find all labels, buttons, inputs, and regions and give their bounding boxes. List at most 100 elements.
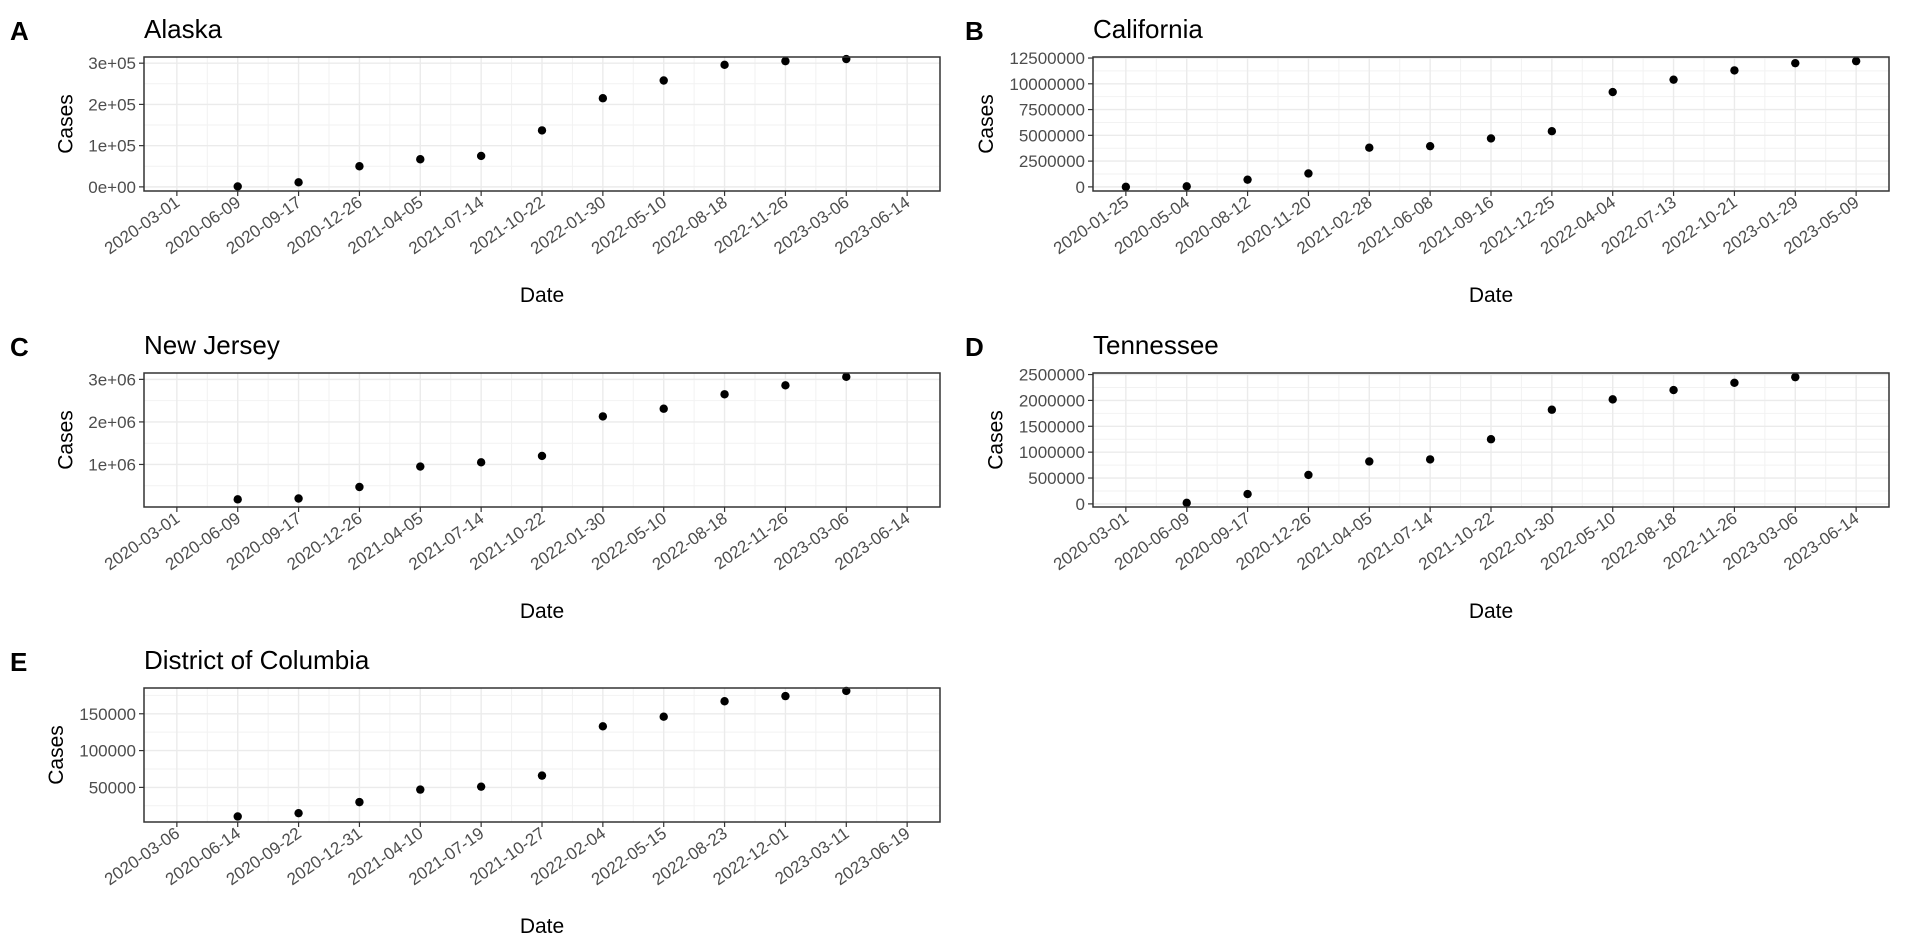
y-tick-label: 0	[1076, 495, 1085, 514]
data-point	[416, 462, 425, 471]
data-point	[1182, 182, 1191, 191]
data-point	[294, 494, 303, 503]
data-point	[233, 182, 242, 191]
panel-letter: A	[10, 16, 29, 46]
panel-letter: C	[10, 332, 29, 362]
y-tick-label: 150000	[79, 705, 136, 724]
data-point	[1547, 127, 1557, 136]
data-point	[720, 697, 729, 706]
data-point	[1425, 455, 1435, 464]
y-tick-label: 2500000	[1019, 366, 1085, 385]
panel-d: 050000010000001500000200000025000002020-…	[965, 330, 1890, 623]
data-point	[294, 178, 303, 187]
x-axis-label: Date	[1469, 284, 1513, 307]
y-tick-label: 2e+06	[88, 413, 136, 432]
plot-border	[143, 687, 941, 823]
y-axis-label: Cases	[975, 94, 998, 154]
data-point	[476, 151, 486, 161]
data-point	[1486, 134, 1496, 143]
data-point	[1547, 405, 1557, 414]
panel-title: Alaska	[144, 14, 223, 44]
y-tick-label: 2500000	[1019, 152, 1085, 171]
x-axis-label: Date	[520, 284, 564, 307]
y-axis-label: Cases	[55, 410, 78, 470]
panel-a: 0e+001e+052e+053e+052020-03-012020-06-09…	[10, 14, 941, 307]
data-point	[294, 808, 303, 818]
data-point	[476, 782, 486, 791]
data-point	[537, 126, 547, 135]
data-point	[1608, 395, 1617, 404]
data-point	[1791, 58, 1800, 68]
y-tick-label: 1000000	[1019, 443, 1085, 462]
data-point	[781, 56, 790, 66]
panel-letter: E	[10, 647, 27, 677]
data-point	[1304, 169, 1313, 178]
plot-border	[143, 56, 941, 192]
data-point	[842, 686, 851, 696]
y-tick-label: 0	[1076, 178, 1085, 197]
data-point	[781, 691, 790, 701]
panel-c: 1e+062e+063e+062020-03-012020-06-092020-…	[10, 330, 941, 623]
data-point	[1851, 56, 1861, 66]
data-point	[659, 712, 668, 721]
y-tick-label: 7500000	[1019, 101, 1085, 120]
plot-border	[143, 372, 941, 508]
data-point	[537, 771, 547, 780]
panel-b: 0250000050000007500000100000001250000020…	[965, 14, 1890, 307]
panel-e: 500001000001500002020-03-062020-06-14202…	[10, 645, 941, 938]
y-tick-label: 3e+06	[88, 370, 136, 389]
data-point	[842, 54, 851, 64]
data-point	[1730, 66, 1739, 75]
panel-letter: B	[965, 16, 984, 46]
data-point	[1182, 498, 1191, 508]
data-point	[1121, 182, 1131, 192]
data-point	[1669, 75, 1678, 84]
data-point	[598, 412, 608, 421]
data-point	[355, 797, 364, 807]
y-tick-label: 0e+00	[88, 178, 136, 197]
data-point	[416, 785, 425, 794]
y-tick-label: 1500000	[1019, 417, 1085, 436]
x-axis-label: Date	[520, 600, 564, 623]
y-tick-label: 2e+05	[88, 95, 136, 114]
y-tick-label: 3e+05	[88, 54, 136, 73]
panel-title: New Jersey	[144, 330, 280, 360]
x-axis-label: Date	[1469, 600, 1513, 623]
data-point	[598, 94, 608, 103]
data-point	[720, 390, 729, 399]
panel-title: California	[1093, 14, 1203, 44]
y-tick-label: 1e+05	[88, 137, 136, 156]
data-point	[233, 812, 242, 821]
y-axis-label: Cases	[45, 725, 68, 785]
data-point	[416, 155, 425, 164]
data-point	[598, 722, 608, 731]
y-tick-label: 10000000	[1009, 75, 1085, 94]
data-point	[1791, 372, 1800, 382]
data-point	[355, 482, 364, 492]
data-point	[1365, 143, 1374, 152]
data-point	[781, 381, 790, 390]
data-point	[1730, 378, 1739, 388]
data-point	[1425, 141, 1435, 151]
data-point	[1608, 87, 1617, 97]
data-point	[1486, 435, 1496, 444]
data-point	[355, 162, 364, 171]
data-point	[842, 372, 851, 382]
y-axis-label: Cases	[55, 94, 78, 154]
data-point	[1243, 175, 1252, 184]
y-tick-label: 12500000	[1009, 49, 1085, 68]
panel-title: Tennessee	[1093, 330, 1219, 360]
y-tick-label: 5000000	[1019, 126, 1085, 145]
y-tick-label: 2000000	[1019, 391, 1085, 410]
data-point	[1669, 385, 1678, 395]
data-point	[476, 458, 486, 467]
data-point	[1304, 470, 1313, 480]
y-tick-label: 500000	[1028, 469, 1085, 488]
data-point	[659, 404, 668, 413]
y-tick-label: 1e+06	[88, 455, 136, 474]
y-tick-label: 50000	[89, 778, 136, 797]
data-point	[720, 60, 729, 70]
panel-letter: D	[965, 332, 984, 362]
plot-border	[1092, 56, 1890, 192]
